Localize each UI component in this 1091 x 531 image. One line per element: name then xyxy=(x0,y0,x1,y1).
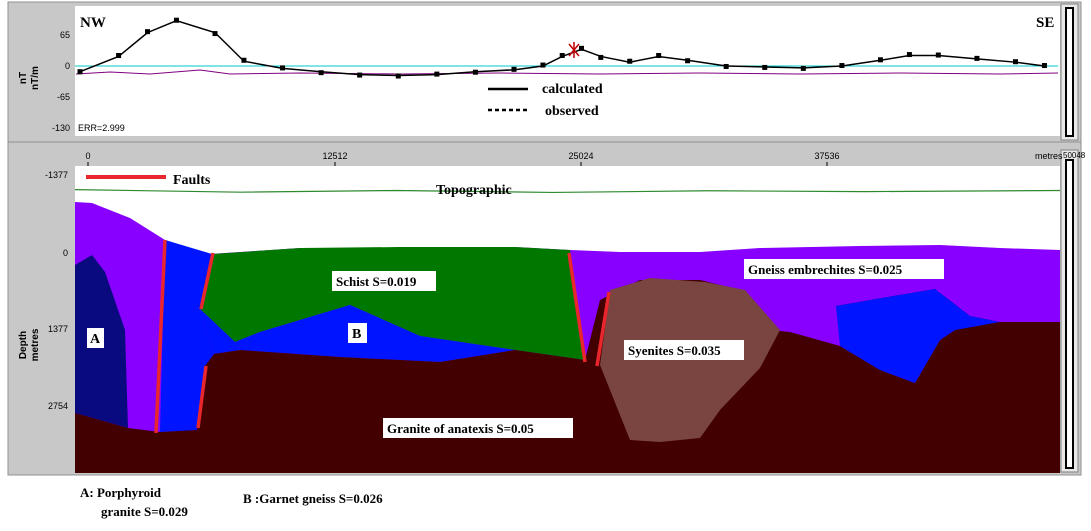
section-x-tick: 12512 xyxy=(322,151,347,161)
observed-point xyxy=(357,72,363,78)
observed-point xyxy=(935,52,941,58)
garnet-gneiss-west-body xyxy=(160,240,214,432)
footnote-b: B :Garnet gneiss S=0.026 xyxy=(243,491,383,506)
observed-point xyxy=(145,29,151,35)
observed-point xyxy=(559,53,565,59)
observed-point xyxy=(116,53,122,59)
observed-marker-star xyxy=(568,42,580,58)
section-x-end-tick: 50048 xyxy=(1063,151,1086,160)
observed-point xyxy=(212,31,218,37)
profile-y-label-ntm: nT/m xyxy=(30,66,41,90)
a-label-box xyxy=(87,328,104,348)
observed-point xyxy=(579,45,585,51)
section-x-tick: 25024 xyxy=(568,151,593,161)
granite-label-box xyxy=(383,418,573,438)
observed-point xyxy=(877,57,883,63)
section-y-tick: -1377 xyxy=(45,170,68,180)
fault-line xyxy=(595,291,611,367)
observed-point xyxy=(723,63,729,69)
section-scroll-thumb[interactable] xyxy=(1065,159,1074,469)
observed-point xyxy=(974,55,980,61)
observed-point xyxy=(77,69,83,75)
schist-label-box xyxy=(332,271,436,291)
observed-point xyxy=(434,71,440,77)
nw-label: NW xyxy=(80,15,106,31)
error-text: ERR=2.999 xyxy=(78,123,125,133)
observed-point xyxy=(627,58,633,64)
garnet-gneiss-east-body xyxy=(836,289,1000,383)
profile-y-tick: -130 xyxy=(52,123,70,133)
topographic-line xyxy=(74,189,1061,194)
observed-point xyxy=(906,52,912,58)
gneiss-label-box xyxy=(744,259,944,279)
observed-point xyxy=(318,70,324,76)
observed-point xyxy=(280,65,286,71)
observed-point xyxy=(839,63,845,69)
observed-point xyxy=(800,65,806,71)
section-x-tick: 0 xyxy=(85,151,90,161)
section-x-unit: metres xyxy=(1035,151,1063,161)
observed-point xyxy=(395,73,401,79)
se-label: SE xyxy=(1036,15,1054,31)
observed-point xyxy=(685,58,691,64)
profile-y-tick: -65 xyxy=(57,92,70,102)
section-y-label-depth: Depth xyxy=(18,331,29,359)
profile-plot-area xyxy=(75,6,1060,136)
b-label-box xyxy=(348,323,367,343)
section-y-tick: 2754 xyxy=(48,401,68,411)
observed-point xyxy=(1012,59,1018,65)
observed-point xyxy=(656,53,662,59)
observed-point xyxy=(511,66,517,72)
fault-line xyxy=(567,252,587,363)
b-label: B xyxy=(352,327,361,342)
schist-body xyxy=(200,247,585,360)
topographic-line-group xyxy=(74,189,1061,194)
section-x-tick: 37536 xyxy=(814,151,839,161)
gneiss-label: Gneiss embrechites S=0.025 xyxy=(748,262,903,277)
fault-line xyxy=(154,239,167,434)
observed-point xyxy=(1041,63,1047,69)
observed-point xyxy=(173,17,179,23)
observed-point xyxy=(241,57,247,63)
legend-observed-label: observed xyxy=(545,104,599,119)
schist-label: Schist S=0.019 xyxy=(336,274,417,289)
a-label: A xyxy=(90,332,101,347)
section-y-label-metres: metres xyxy=(30,328,41,361)
observed-point xyxy=(762,64,768,70)
fault-lines xyxy=(154,239,611,434)
profile-scroll-thumb[interactable] xyxy=(1065,7,1074,137)
syenites-label: Syenites S=0.035 xyxy=(628,343,721,358)
footnote-a-line2: granite S=0.029 xyxy=(101,504,188,519)
observed-point xyxy=(472,69,478,75)
footnote-a-line1: A: Porphyroid xyxy=(80,485,162,500)
profile-y-label-nt: nT xyxy=(18,72,29,84)
profile-y-tick: 0 xyxy=(65,61,70,71)
granite-label: Granite of anatexis S=0.05 xyxy=(387,421,534,436)
section-y-tick: 0 xyxy=(63,248,68,258)
observed-point xyxy=(540,62,546,68)
profile-y-tick: 65 xyxy=(60,30,70,40)
topographic-label: Topographic xyxy=(436,183,512,198)
fault-line xyxy=(196,365,208,429)
faults-legend-label: Faults xyxy=(173,173,211,188)
fault-line xyxy=(199,252,215,310)
legend-calculated-label: calculated xyxy=(542,82,603,97)
syenites-label-box xyxy=(624,340,744,360)
observed-point xyxy=(598,54,604,60)
section-y-tick: 1377 xyxy=(48,324,68,334)
granite-anatexis-body xyxy=(75,280,1060,473)
